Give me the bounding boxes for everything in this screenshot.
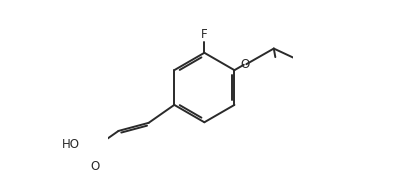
Text: O: O bbox=[90, 160, 99, 173]
Text: O: O bbox=[240, 58, 249, 71]
Text: F: F bbox=[201, 28, 208, 41]
Text: HO: HO bbox=[62, 138, 80, 151]
